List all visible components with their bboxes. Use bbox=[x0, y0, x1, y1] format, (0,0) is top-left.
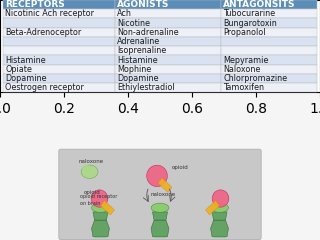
Ellipse shape bbox=[82, 165, 91, 171]
Polygon shape bbox=[206, 201, 220, 215]
Bar bbox=[3, 9, 115, 18]
Bar bbox=[221, 28, 317, 37]
Bar bbox=[3, 74, 115, 83]
Text: AGONISTS: AGONISTS bbox=[117, 0, 169, 9]
Text: Chlorpromazine: Chlorpromazine bbox=[223, 74, 287, 83]
Bar bbox=[115, 9, 221, 18]
Bar bbox=[3, 28, 115, 37]
Bar bbox=[115, 55, 221, 65]
Text: opioid receptor
on brain: opioid receptor on brain bbox=[80, 194, 117, 206]
Text: Histamine: Histamine bbox=[5, 56, 46, 65]
Text: Tubocurarine: Tubocurarine bbox=[223, 9, 276, 18]
Ellipse shape bbox=[92, 203, 109, 212]
Polygon shape bbox=[158, 178, 172, 192]
Bar bbox=[221, 9, 317, 18]
Text: Dopamine: Dopamine bbox=[117, 74, 158, 83]
Text: Nicotine: Nicotine bbox=[117, 19, 150, 28]
Text: opioid: opioid bbox=[84, 190, 100, 195]
Polygon shape bbox=[92, 220, 109, 237]
Ellipse shape bbox=[151, 203, 169, 212]
Text: RECEPTORS: RECEPTORS bbox=[5, 0, 65, 9]
Text: Non-adrenaline: Non-adrenaline bbox=[117, 28, 178, 37]
Text: Tamoxifen: Tamoxifen bbox=[223, 83, 264, 92]
Text: Dopamine: Dopamine bbox=[5, 74, 47, 83]
Text: Nicotinic Ach receptor: Nicotinic Ach receptor bbox=[5, 9, 94, 18]
Ellipse shape bbox=[212, 190, 229, 207]
Bar bbox=[115, 46, 221, 55]
Bar bbox=[115, 37, 221, 46]
FancyBboxPatch shape bbox=[59, 149, 261, 240]
Polygon shape bbox=[151, 220, 169, 237]
Polygon shape bbox=[152, 212, 168, 220]
Ellipse shape bbox=[153, 236, 167, 238]
Polygon shape bbox=[93, 212, 108, 220]
Text: Mophine: Mophine bbox=[117, 65, 151, 74]
Bar bbox=[221, 83, 317, 92]
Text: Adrenaline: Adrenaline bbox=[117, 37, 160, 46]
Ellipse shape bbox=[147, 165, 167, 186]
Text: Mepyramie: Mepyramie bbox=[223, 56, 269, 65]
Bar bbox=[115, 0, 221, 9]
Bar bbox=[115, 28, 221, 37]
Bar bbox=[3, 55, 115, 65]
Text: opioid: opioid bbox=[172, 165, 189, 170]
Bar bbox=[221, 65, 317, 74]
Text: naloxone: naloxone bbox=[79, 158, 104, 163]
Text: Isoprenaline: Isoprenaline bbox=[117, 46, 166, 55]
Text: Naloxone: Naloxone bbox=[223, 65, 261, 74]
Polygon shape bbox=[100, 201, 114, 215]
Ellipse shape bbox=[212, 236, 227, 238]
Text: Opiate: Opiate bbox=[5, 65, 32, 74]
Bar bbox=[3, 46, 115, 55]
Text: naloxone: naloxone bbox=[150, 192, 176, 198]
Text: Oestrogen receptor: Oestrogen receptor bbox=[5, 83, 84, 92]
Bar bbox=[221, 18, 317, 28]
Text: Ach: Ach bbox=[117, 9, 132, 18]
Text: Propanolol: Propanolol bbox=[223, 28, 266, 37]
Bar bbox=[115, 65, 221, 74]
Bar bbox=[221, 55, 317, 65]
Text: Histamine: Histamine bbox=[117, 56, 157, 65]
Polygon shape bbox=[212, 212, 227, 220]
Ellipse shape bbox=[93, 236, 108, 238]
Bar bbox=[221, 37, 317, 46]
Text: Ethiylestradiol: Ethiylestradiol bbox=[117, 83, 174, 92]
Bar bbox=[115, 74, 221, 83]
Bar bbox=[221, 0, 317, 9]
Bar bbox=[3, 18, 115, 28]
Bar bbox=[3, 65, 115, 74]
Bar bbox=[221, 74, 317, 83]
Text: Bungarotoxin: Bungarotoxin bbox=[223, 19, 277, 28]
Ellipse shape bbox=[91, 190, 108, 207]
Text: ANTAGONSITS: ANTAGONSITS bbox=[223, 0, 296, 9]
Bar bbox=[3, 0, 115, 9]
Ellipse shape bbox=[81, 165, 98, 179]
Bar bbox=[115, 83, 221, 92]
Polygon shape bbox=[211, 220, 228, 237]
Bar bbox=[3, 37, 115, 46]
Bar bbox=[115, 18, 221, 28]
Ellipse shape bbox=[211, 203, 228, 212]
Bar bbox=[3, 83, 115, 92]
Text: Beta-Adrenoceptor: Beta-Adrenoceptor bbox=[5, 28, 82, 37]
Bar bbox=[221, 46, 317, 55]
